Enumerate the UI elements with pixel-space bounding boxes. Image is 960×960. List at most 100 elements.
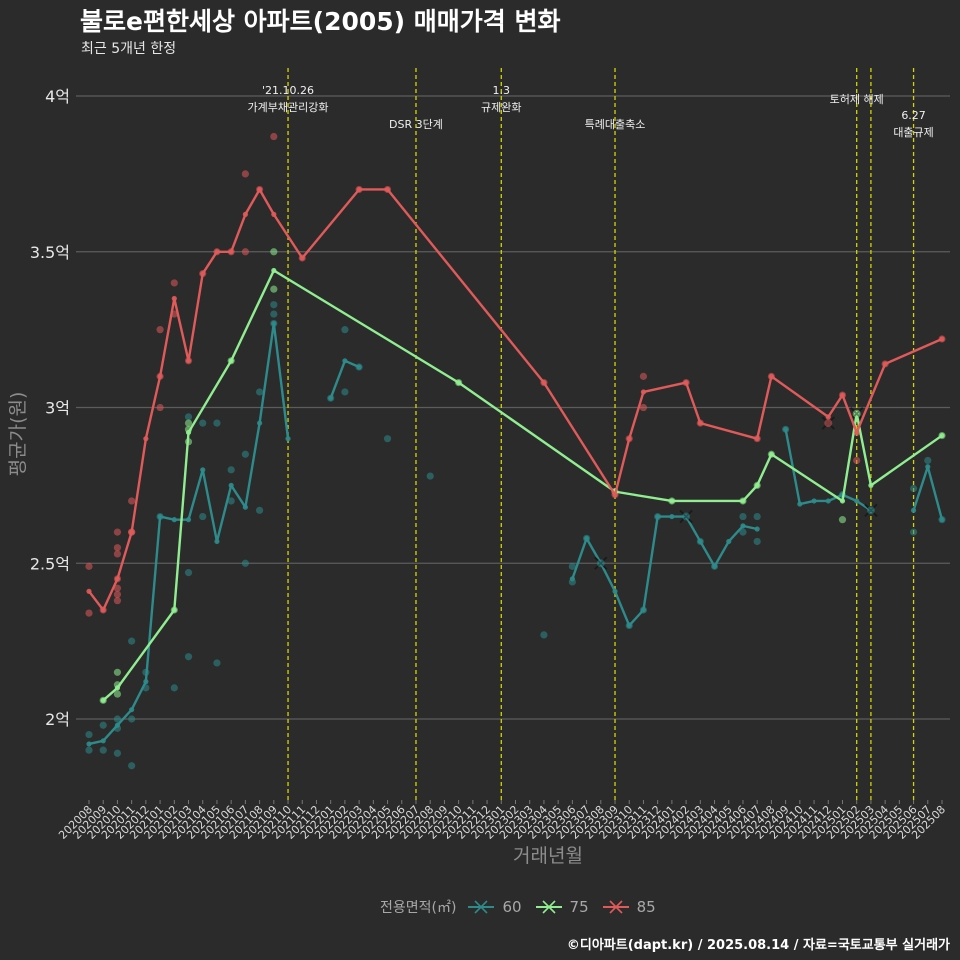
line-point-75: [939, 432, 945, 439]
event-annotation: 가계부채관리강화: [248, 101, 329, 114]
legend-item-75: 75: [534, 897, 589, 917]
legend: 전용면적(㎡) 60 75 85: [380, 896, 668, 918]
data-point-85: [128, 497, 136, 505]
y-tick-label: 4억: [45, 87, 70, 106]
data-point-85: [170, 279, 178, 287]
legend-key-85-icon: [602, 900, 629, 914]
line-point-60: [783, 426, 789, 432]
data-point-60: [199, 512, 207, 521]
line-point-85: [100, 607, 106, 613]
data-point-85: [85, 562, 93, 570]
data-point-60: [184, 653, 193, 661]
line-point-60: [655, 513, 661, 520]
line-point-60: [583, 535, 590, 541]
line-point-60: [100, 738, 106, 744]
data-point-60: [213, 659, 221, 667]
data-point-60: [113, 715, 122, 723]
x-axis-title: 거래년월: [513, 845, 583, 867]
event-annotation: 특례대출축소: [585, 118, 646, 131]
data-point-60: [99, 721, 107, 729]
line-point-75: [768, 451, 775, 457]
event-annotation: '21.10.26: [262, 84, 314, 97]
line-point-85: [171, 295, 177, 302]
line-point-75: [114, 685, 121, 691]
data-point-85: [85, 609, 93, 617]
legend-item-85: 85: [601, 897, 656, 917]
legend-key-75-icon: [535, 900, 562, 914]
data-point-60: [241, 559, 249, 567]
line-point-60: [825, 498, 831, 504]
cross-point-75: [852, 409, 861, 418]
data-point-85: [113, 584, 122, 592]
event-annotation: 규제완화: [481, 101, 521, 114]
data-point-85: [113, 544, 122, 552]
data-point-60: [270, 301, 278, 309]
line-point-60: [143, 679, 149, 685]
data-point-75: [184, 419, 193, 427]
data-point-60: [924, 456, 932, 465]
line-point-60: [910, 507, 917, 513]
data-point-60: [227, 466, 235, 474]
line-point-60: [214, 538, 220, 545]
line-point-85: [683, 380, 689, 386]
data-point-60: [241, 450, 249, 458]
data-point-60: [227, 497, 235, 505]
line-point-75: [456, 380, 462, 386]
line-point-85: [612, 492, 618, 498]
data-point-85: [113, 590, 122, 599]
line-point-60: [925, 464, 931, 470]
data-point-60: [199, 419, 207, 427]
y-tick-label: 3.5억: [30, 243, 70, 262]
line-point-60: [171, 517, 177, 523]
data-point-85: [241, 248, 249, 256]
line-point-85: [299, 255, 305, 261]
data-point-60: [909, 528, 918, 536]
data-point-60: [184, 569, 193, 577]
data-point-75: [113, 690, 122, 698]
line-point-60: [669, 513, 675, 520]
legend-label-60: 60: [502, 898, 522, 916]
line-point-75: [185, 429, 192, 436]
line-point-60: [740, 523, 746, 529]
data-point-60: [739, 512, 747, 521]
line-point-60: [939, 517, 945, 523]
line-point-60: [228, 482, 234, 488]
data-point-85: [113, 528, 122, 536]
series-line-75: [102, 269, 943, 702]
line-point-85: [626, 436, 632, 442]
line-point-60: [242, 504, 248, 510]
series-line-60: [912, 465, 944, 520]
line-point-60: [697, 538, 703, 545]
line-point-85: [185, 358, 192, 364]
legend-item-60: 60: [466, 897, 522, 917]
event-annotation: 대출규제: [893, 126, 933, 139]
data-point-85: [639, 372, 648, 380]
event-annotation: DSR 3단계: [389, 118, 443, 131]
data-point-60: [184, 413, 193, 421]
line-point-85: [882, 361, 888, 367]
data-point-60: [85, 746, 93, 754]
line-point-60: [86, 741, 92, 747]
line-point-60: [626, 622, 632, 629]
line-point-60: [342, 358, 348, 364]
line-point-85: [640, 389, 647, 395]
data-point-85: [156, 326, 164, 334]
line-point-85: [242, 211, 248, 217]
data-point-85: [113, 597, 122, 605]
line-point-85: [384, 186, 391, 193]
source-caption: ©디아파트(dapt.kr) / 2025.08.14 / 자료=국토교통부 실…: [566, 938, 950, 953]
line-point-60: [811, 498, 817, 504]
line-point-85: [200, 270, 206, 277]
data-point-85: [113, 550, 122, 558]
line-point-85: [214, 249, 220, 255]
data-point-60: [99, 746, 107, 754]
line-point-85: [825, 414, 831, 420]
line-point-75: [171, 607, 177, 613]
data-point-60: [753, 512, 761, 521]
data-point-60: [128, 715, 136, 723]
series-line-60: [571, 515, 758, 627]
line-point-85: [356, 186, 362, 193]
y-axis-title: 평균가(원): [7, 392, 29, 477]
data-point-85: [639, 403, 648, 412]
